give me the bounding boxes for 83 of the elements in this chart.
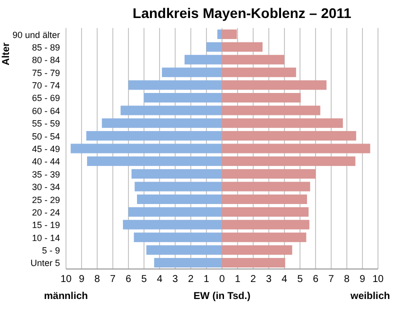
bar: [222, 144, 370, 154]
x-axis-title: EW (in Tsd.): [193, 291, 251, 302]
x-tick-label: 10: [372, 274, 384, 285]
y-tick-label: 70 - 74: [32, 80, 60, 91]
y-tick-label: 65 - 69: [32, 93, 60, 104]
bar: [222, 68, 296, 78]
bar: [122, 220, 222, 230]
y-tick-label: 55 - 59: [32, 118, 60, 129]
text: männlich: [44, 291, 88, 302]
bar: [128, 80, 222, 90]
x-tick-label: 5: [297, 274, 304, 285]
y-tick-label: Unter 5: [30, 258, 60, 268]
x-tick-label: 1: [204, 274, 210, 285]
bar: [222, 232, 306, 242]
y-tick-label: 50 - 54: [32, 131, 60, 142]
x-tick-label: 4: [156, 274, 163, 285]
text: weiblich: [350, 291, 390, 302]
bar: [132, 169, 222, 179]
y-tick-label: 85 - 89: [32, 42, 60, 52]
y-tick-label: 25 - 29: [32, 194, 60, 205]
x-tick-label: 6: [126, 274, 132, 285]
bar: [206, 42, 222, 52]
x-tick-label: 7: [328, 274, 334, 285]
bar: [222, 80, 327, 90]
x-tick-label: 8: [344, 274, 350, 285]
bar: [146, 245, 222, 255]
y-tick-label: 40 - 44: [32, 156, 60, 167]
bar: [222, 169, 316, 179]
bar: [154, 258, 222, 268]
y-tick-label: 15 - 19: [32, 220, 60, 230]
x-tick-label: 9: [360, 274, 366, 285]
x-tick-label: 7: [110, 274, 116, 285]
bar: [222, 220, 310, 230]
bar: [222, 245, 292, 255]
bar: [102, 118, 222, 128]
y-tick-label: 75 - 79: [32, 68, 60, 78]
y-tick-label: 30 - 34: [32, 182, 60, 192]
bar: [134, 182, 222, 192]
x-tick-label: 0: [219, 274, 226, 285]
bar: [87, 156, 222, 166]
y-tick-label: 60 - 64: [32, 106, 60, 116]
bar: [162, 68, 222, 78]
bar: [222, 156, 356, 166]
y-tick-label: 5 - 9: [42, 246, 60, 256]
x-tick-label: 8: [94, 274, 100, 285]
y-tick-label: 80 - 84: [32, 55, 60, 66]
y-tick-label: 20 - 24: [32, 207, 60, 218]
bar: [222, 182, 310, 192]
x-tick-label: 2: [250, 274, 256, 285]
x-tick-label: 6: [312, 274, 319, 285]
bar: [222, 106, 320, 116]
bar: [222, 30, 237, 40]
bar: [222, 194, 308, 204]
y-axis-title: Alter: [1, 42, 12, 66]
y-tick-label: 45 - 49: [32, 144, 60, 154]
bar: [120, 106, 222, 116]
x-tick-label: 9: [78, 274, 85, 285]
x-tick-label: 4: [282, 274, 288, 285]
chart-title: Landkreis Mayen-Koblenz – 2011: [132, 5, 352, 21]
y-tick-label: 90 und älter: [12, 30, 60, 40]
bar: [184, 54, 222, 64]
bar: [222, 54, 284, 64]
bar: [222, 207, 309, 217]
bar: [86, 131, 222, 141]
bar: [222, 118, 343, 128]
x-tick-label: 3: [266, 274, 272, 285]
x-tick-label: 1: [234, 274, 241, 285]
bar: [70, 144, 222, 154]
y-tick-label: 35 - 39: [32, 169, 60, 180]
bar: [128, 207, 222, 217]
bar: [144, 92, 222, 102]
x-tick-label: 2: [188, 274, 194, 285]
bar: [222, 258, 286, 268]
bar: [217, 30, 222, 40]
bar: [136, 194, 222, 204]
bar: [134, 232, 222, 242]
x-tick-label: 5: [141, 274, 148, 285]
x-tick-label: 3: [172, 274, 178, 285]
x-tick-label: 10: [60, 274, 72, 285]
bar: [222, 131, 356, 141]
bar: [222, 42, 263, 52]
y-tick-label: 10 - 14: [32, 232, 60, 243]
bar: [222, 92, 301, 102]
